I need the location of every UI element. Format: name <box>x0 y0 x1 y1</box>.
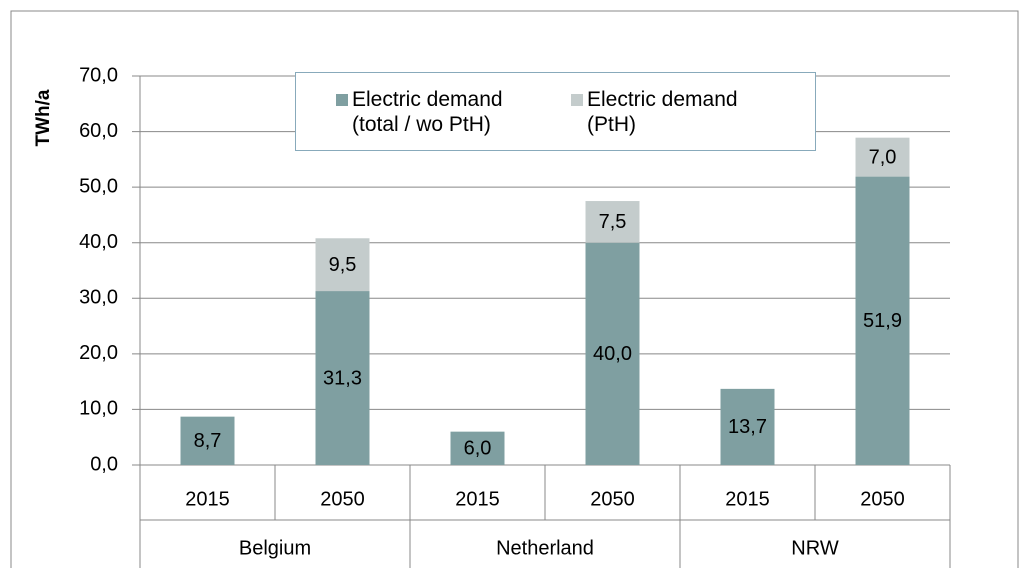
data-label: 31,3 <box>323 367 362 389</box>
bar-segment <box>855 137 910 177</box>
frame <box>10 10 1019 568</box>
x-tick-label: 2050 <box>590 488 635 510</box>
legend-swatch <box>336 94 348 106</box>
data-label: 7,0 <box>869 146 897 168</box>
y-tick-label: 0,0 <box>90 453 118 475</box>
x-tick-label: 2050 <box>320 488 365 510</box>
y-tick-label: 10,0 <box>79 398 118 420</box>
x-tick-label: 2015 <box>455 488 500 510</box>
bar-segment <box>450 431 505 465</box>
legend-label: Electric demand (total / wo PtH) <box>352 88 503 136</box>
group-label: NRW <box>791 537 839 559</box>
legend: Electric demand (total / wo PtH) Electric… <box>295 72 816 151</box>
group-label: Belgium <box>239 537 311 559</box>
y-axis-label: TWh/a <box>33 89 54 146</box>
data-label: 8,7 <box>194 430 222 452</box>
bar-segment <box>315 238 370 292</box>
bar-segment <box>180 416 235 465</box>
legend-swatch <box>571 94 583 106</box>
y-tick-label: 30,0 <box>79 287 118 309</box>
data-label: 40,0 <box>593 343 632 365</box>
bar-segment <box>855 176 910 465</box>
y-tick-label: 40,0 <box>79 231 118 253</box>
bar-segment <box>585 201 640 243</box>
y-tick-label: 60,0 <box>79 120 118 142</box>
x-tick-label: 2050 <box>860 488 905 510</box>
bar-segment <box>585 242 640 465</box>
data-label: 7,5 <box>599 211 627 233</box>
data-label: 51,9 <box>863 310 902 332</box>
bar-segment <box>315 291 370 465</box>
x-tick-label: 2015 <box>185 488 230 510</box>
legend-label: Electric demand (PtH) <box>587 88 738 136</box>
group-label: Netherland <box>496 537 594 559</box>
legend-item: Electric demand (total / wo PtH) <box>336 87 571 150</box>
bar-segment <box>720 388 775 465</box>
legend-item: Electric demand (PtH) <box>571 87 806 150</box>
data-label: 13,7 <box>728 416 767 438</box>
y-tick-label: 70,0 <box>79 64 118 86</box>
y-tick-label: 20,0 <box>79 342 118 364</box>
data-label: 9,5 <box>329 254 357 276</box>
data-label: 6,0 <box>464 438 492 460</box>
y-tick-label: 50,0 <box>79 175 118 197</box>
x-tick-label: 2015 <box>725 488 770 510</box>
